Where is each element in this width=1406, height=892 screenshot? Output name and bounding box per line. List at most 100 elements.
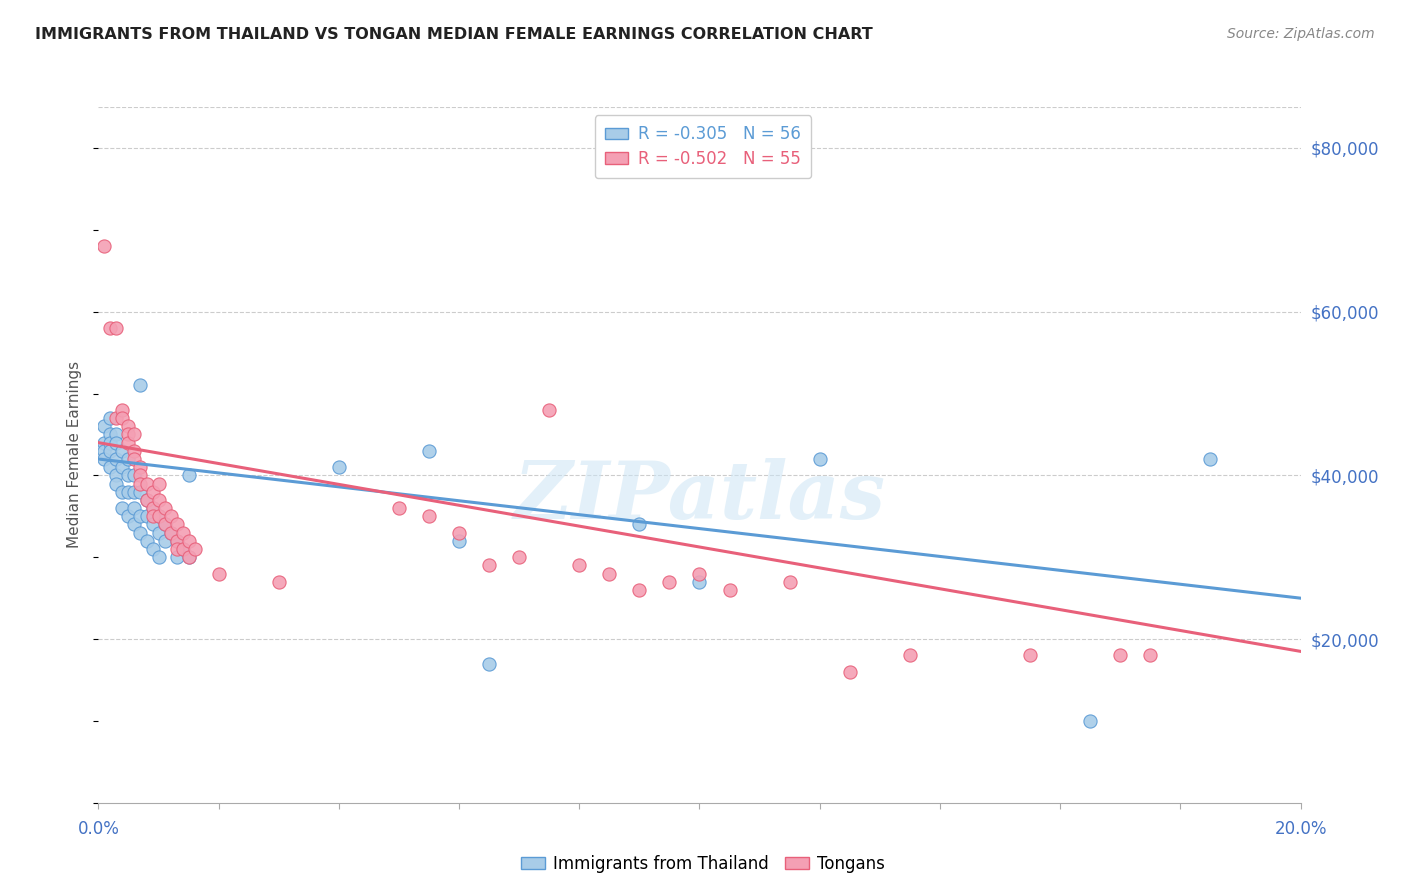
Point: [267, 574, 290, 589]
Point: [124, 468, 146, 483]
Point: [141, 517, 163, 532]
Point: [166, 517, 188, 532]
Point: [141, 542, 163, 557]
Point: [111, 501, 134, 516]
Point: [658, 574, 681, 589]
Legend: R = -0.305   N = 56, R = -0.502   N = 55: R = -0.305 N = 56, R = -0.502 N = 55: [595, 115, 811, 178]
Point: [166, 533, 188, 548]
Point: [141, 484, 163, 499]
Point: [166, 533, 188, 548]
Point: [153, 517, 176, 532]
Point: [388, 501, 411, 516]
Point: [111, 443, 134, 458]
Point: [172, 542, 194, 557]
Point: [328, 460, 350, 475]
Point: [838, 665, 860, 679]
Point: [117, 509, 139, 524]
Point: [148, 509, 170, 524]
Point: [166, 550, 188, 565]
Point: [124, 443, 146, 458]
Point: [100, 435, 122, 450]
Point: [117, 452, 139, 467]
Point: [166, 542, 188, 557]
Point: [117, 468, 139, 483]
Point: [135, 476, 157, 491]
Point: [111, 484, 134, 499]
Point: [105, 452, 128, 467]
Point: [628, 582, 651, 597]
Text: ZIPatlas: ZIPatlas: [513, 458, 886, 535]
Point: [100, 411, 122, 425]
Text: Source: ZipAtlas.com: Source: ZipAtlas.com: [1227, 27, 1375, 41]
Y-axis label: Median Female Earnings: Median Female Earnings: [67, 361, 83, 549]
Point: [478, 558, 501, 573]
Point: [117, 435, 139, 450]
Point: [478, 657, 501, 671]
Point: [538, 403, 561, 417]
Point: [1019, 648, 1042, 663]
Text: 20.0%: 20.0%: [1274, 820, 1327, 838]
Point: [177, 468, 200, 483]
Point: [135, 509, 157, 524]
Point: [135, 492, 157, 507]
Text: IMMIGRANTS FROM THAILAND VS TONGAN MEDIAN FEMALE EARNINGS CORRELATION CHART: IMMIGRANTS FROM THAILAND VS TONGAN MEDIA…: [35, 27, 873, 42]
Point: [418, 509, 440, 524]
Point: [153, 533, 176, 548]
Point: [93, 452, 115, 467]
Point: [124, 484, 146, 499]
Point: [105, 468, 128, 483]
Point: [148, 550, 170, 565]
Point: [208, 566, 231, 581]
Point: [689, 566, 711, 581]
Point: [93, 419, 115, 434]
Point: [183, 542, 205, 557]
Point: [718, 582, 741, 597]
Point: [93, 435, 115, 450]
Point: [129, 460, 152, 475]
Point: [105, 411, 128, 425]
Point: [1139, 648, 1161, 663]
Point: [111, 403, 134, 417]
Point: [135, 533, 157, 548]
Point: [129, 509, 152, 524]
Point: [141, 501, 163, 516]
Point: [100, 443, 122, 458]
Point: [117, 419, 139, 434]
Point: [177, 550, 200, 565]
Point: [100, 427, 122, 442]
Point: [447, 533, 470, 548]
Point: [898, 648, 921, 663]
Point: [177, 533, 200, 548]
Point: [418, 443, 440, 458]
Point: [447, 525, 470, 540]
Point: [779, 574, 801, 589]
Point: [172, 542, 194, 557]
Point: [111, 460, 134, 475]
Point: [141, 509, 163, 524]
Point: [135, 492, 157, 507]
Point: [689, 574, 711, 589]
Point: [124, 427, 146, 442]
Point: [1078, 714, 1101, 728]
Point: [124, 452, 146, 467]
Point: [177, 550, 200, 565]
Point: [100, 321, 122, 335]
Point: [129, 378, 152, 392]
Point: [124, 517, 146, 532]
Point: [159, 509, 181, 524]
Point: [93, 443, 115, 458]
Point: [1109, 648, 1132, 663]
Point: [93, 239, 115, 253]
Point: [129, 484, 152, 499]
Point: [105, 435, 128, 450]
Point: [129, 468, 152, 483]
Point: [105, 321, 128, 335]
Point: [568, 558, 591, 573]
Point: [105, 476, 128, 491]
Point: [598, 566, 620, 581]
Point: [148, 492, 170, 507]
Point: [159, 525, 181, 540]
Point: [148, 525, 170, 540]
Point: [111, 411, 134, 425]
Point: [148, 509, 170, 524]
